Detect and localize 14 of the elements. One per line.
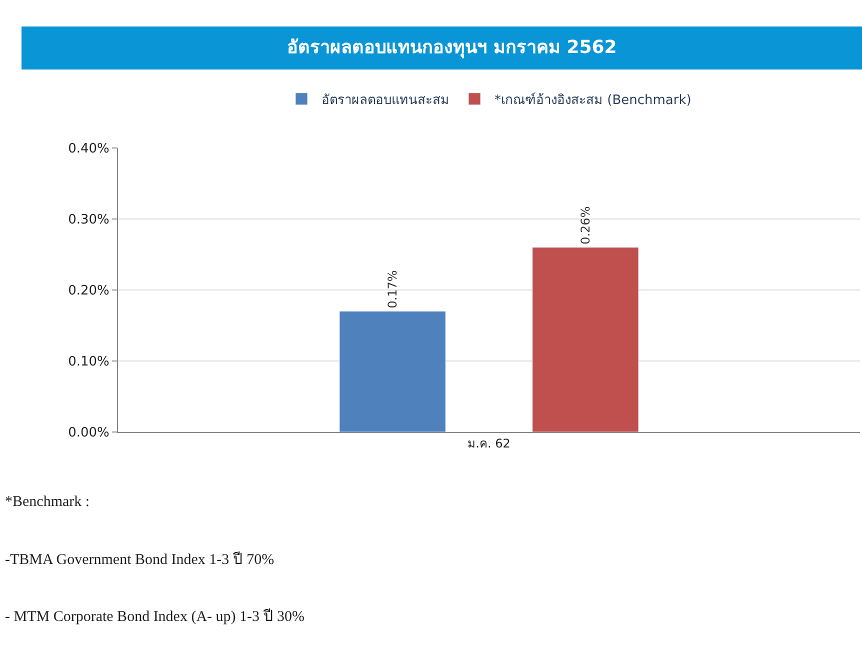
y-tick-label: 0.00% — [68, 426, 110, 441]
x-tick-label: ม.ค. 62 — [468, 436, 510, 450]
text: - MTM Corporate Bond Index (A- up) 1-3 ปี 30% — [5, 608, 305, 625]
data-label: 0.17% — [386, 270, 400, 308]
legend-label: *เกณฑ์อ้างอิงสะสม (Benchmark) — [494, 92, 692, 108]
y-tick-label: 0.20% — [68, 284, 110, 299]
data-label: 0.26% — [578, 206, 592, 244]
legend-label: อัตราผลตอบแทนสะสม — [322, 92, 450, 108]
y-tick-label: 0.30% — [68, 212, 110, 228]
text: *Benchmark : — [5, 494, 90, 510]
chart-title: อัตราผลตอบแทนกองทุนฯ มกราคม 2562 — [287, 37, 617, 59]
y-tick-label: 0.10% — [68, 354, 110, 370]
y-tick-label: 0.40% — [68, 142, 110, 157]
text: -TBMA Government Bond Index 1-3 ปี 70% — [5, 551, 274, 568]
